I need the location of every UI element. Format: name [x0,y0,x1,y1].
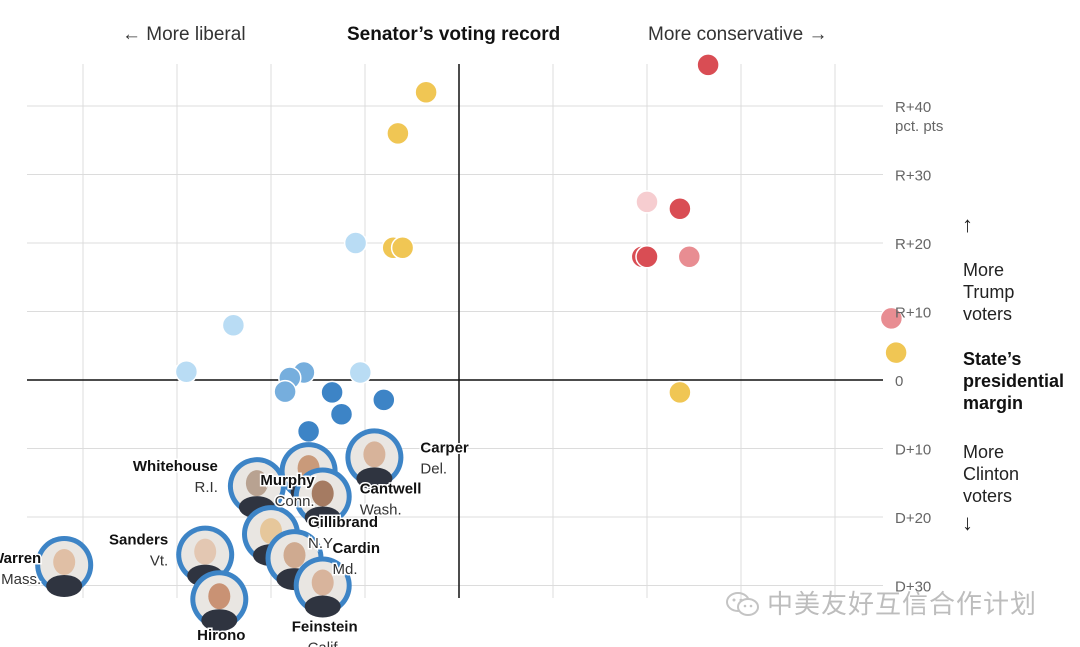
senator-name-label: Murphy [260,472,315,489]
data-point [677,244,702,269]
senator-state-label: Calif. [308,640,342,647]
senator-state-label: Wash. [360,501,402,518]
y-tick-labels: R+40 pct. pts R+30 R+20 R+10 0 D+10 D+20 D+30 [895,99,943,596]
y-tick-label: D+30 [895,579,931,596]
photo-face [245,470,268,497]
y-tick-label: R+20 [895,236,931,253]
data-point [696,53,720,77]
photo-face [311,569,334,596]
senator-state-label: Del. [420,460,447,477]
senator-name-label: Whitehouse [133,458,218,475]
senator-photo-warren [35,535,94,597]
y-unit-label: pct. pts [895,118,943,135]
senator-state-label: Vt. [150,553,168,570]
watermark: 中美友好互信合作计划 [725,584,1037,621]
more-clinton-voters-label: More Clinton voters [963,442,1020,506]
y-tick-label: D+20 [895,510,931,527]
data-point [879,306,904,331]
senator-name-label: Sanders [109,532,168,549]
data-point [174,360,199,384]
data-point [348,360,373,385]
data-point [343,231,368,255]
senator-photo-carper [345,428,404,490]
y-tick-label: R+10 [895,305,931,322]
presidential-margin-label: State’s presidential margin [963,349,1065,413]
senator-state-label: R.I. [195,479,218,496]
y-tick-label: R+30 [895,168,931,185]
photo-shoulders [46,574,83,597]
data-point [668,197,692,221]
photo-face [363,441,386,468]
watermark-text: 中美友好互信合作计划 [767,589,1038,619]
data-point [329,402,354,426]
senator-state-label: Md. [333,561,358,578]
senator-photo-sanders [176,525,235,587]
senator-photo-hirono [190,570,249,632]
chart-axes [27,64,883,598]
photo-face [311,480,334,507]
data-point [635,244,659,269]
data-point [221,313,246,337]
data-point [386,121,410,146]
data-point [296,419,321,444]
senator-name-label: Warren [0,550,41,567]
senator-state-label: Conn. [275,493,315,510]
senator-photo-whitehouse [227,457,286,519]
data-point [372,388,396,412]
photo-face [53,548,76,575]
data-point [273,379,297,404]
chart-points [174,53,908,444]
photo-shoulders [304,506,341,529]
senator-name-label: Hirono [197,627,245,644]
down-arrow-icon: ↓ [962,510,973,535]
photo-face [283,542,306,569]
y-tick-label: R+40 [895,99,931,116]
data-point [884,340,908,365]
wechat-logo-icon [726,592,759,616]
photo-face [208,583,231,610]
senator-state-label: Mass. [1,571,41,588]
senator-name-label: Feinstein [292,619,358,636]
more-trump-voters-label: More Trump voters [963,260,1015,324]
data-point [414,80,438,105]
data-point [635,190,659,214]
up-arrow-icon: ↑ [962,212,973,237]
data-point [390,236,415,260]
senator-name-label: Gillibrand [308,514,378,531]
chart-grid [27,64,883,598]
data-point [320,380,344,405]
senator-photo-cantwell [293,467,352,529]
data-point [668,380,692,405]
more-conservative-label: More conservative → [648,24,828,45]
senator-photos: Murphy Conn. Carper Del. Whitehouse R.I. Cantw… [0,428,470,647]
senator-photo-feinstein [293,556,352,618]
y-tick-label: 0 [895,373,903,390]
senator-name-label: Cantwell [360,480,422,497]
y-tick-label: D+10 [895,442,931,459]
photo-shoulders [356,467,393,490]
senator-name-label: Carper [420,439,469,456]
photo-shoulders [304,595,341,618]
photo-face [194,538,217,565]
chart-title: Senator’s voting record [347,24,561,45]
senator-state-label: N.Y. [308,535,335,552]
photo-shoulders [201,609,238,632]
senator-name-label: Cardin [333,540,381,557]
more-liberal-label: ← More liberal [122,24,246,45]
